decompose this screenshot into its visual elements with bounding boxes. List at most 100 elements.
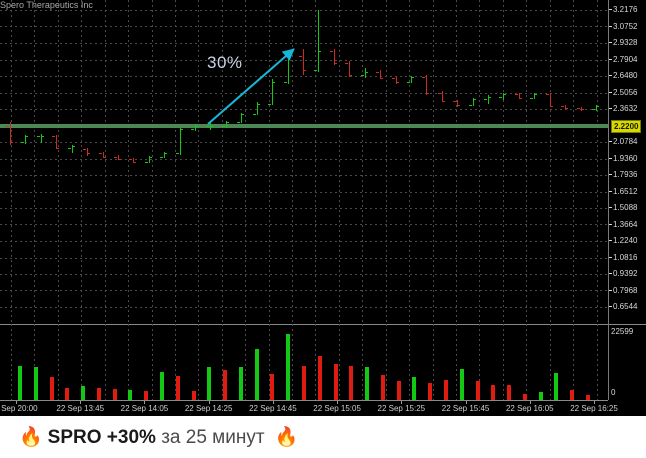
tick-value: 2.0784 — [613, 137, 638, 146]
price-tick-label: 1.9360 — [609, 154, 637, 163]
volume-bar — [81, 385, 86, 400]
time-tick-label: 22 Sep 15:05 — [313, 404, 361, 413]
ohlc-open-tick — [329, 51, 333, 53]
fire-icon-right: 🔥 — [274, 427, 299, 448]
ohlc-open-tick — [499, 96, 503, 98]
ohlc-open-tick — [468, 104, 472, 106]
plot-area[interactable]: 30% Spero Therapeutics Inc — [0, 0, 608, 400]
ohlc-close-tick — [303, 69, 306, 71]
ohlc-stem — [472, 97, 474, 106]
gridline-vertical — [245, 0, 246, 322]
tick-dash — [609, 306, 612, 308]
volume-bar — [175, 376, 180, 400]
caption-symbol: SPRO +30% — [47, 427, 156, 448]
tick-dash — [609, 190, 612, 192]
gridline-horizontal — [0, 307, 608, 308]
ohlc-open-tick — [545, 94, 549, 96]
gridline-vertical — [11, 324, 12, 400]
ohlc-close-tick — [117, 159, 121, 161]
ohlc-bar — [576, 107, 584, 111]
ohlc-close-tick — [472, 98, 476, 100]
trading-chart-window[interactable]: 30% Spero Therapeutics Inc 3.2176 3.0752 2… — [0, 0, 646, 416]
volume-bar — [49, 377, 54, 400]
ohlc-bar — [206, 123, 214, 131]
ohlc-close-tick — [195, 125, 199, 127]
ohlc-bar — [530, 93, 538, 99]
ohlc-close-tick — [210, 125, 214, 127]
ohlc-close-tick — [40, 136, 44, 138]
volume-pane[interactable] — [0, 324, 608, 400]
ohlc-stem — [164, 152, 166, 159]
ohlc-bar — [345, 60, 353, 77]
tick-dash — [609, 174, 612, 176]
price-tick-label: 3.2176 — [609, 5, 637, 14]
volume-zero-label: 0 — [611, 388, 616, 397]
ohlc-bar — [514, 93, 522, 99]
ohlc-open-tick — [561, 105, 565, 107]
gridline-vertical — [597, 324, 598, 400]
instrument-ticker-label: Spero Therapeutics Inc — [0, 0, 93, 10]
gridline-horizontal — [0, 93, 608, 94]
ohlc-stem — [518, 93, 520, 99]
gridline-vertical — [222, 324, 223, 400]
price-tick-label: 1.3664 — [609, 220, 637, 229]
price-pane[interactable]: 30% Spero Therapeutics Inc — [0, 0, 608, 322]
volume-bar — [380, 375, 385, 400]
ohlc-bar — [191, 124, 199, 132]
tick-value: 1.9360 — [613, 153, 638, 163]
time-tick-mark — [272, 401, 274, 404]
gridline-horizontal — [0, 43, 608, 44]
volume-bar — [538, 391, 543, 400]
gridline-vertical — [175, 324, 176, 400]
gridline-horizontal — [0, 192, 608, 193]
ohlc-close-tick — [10, 141, 13, 143]
tick-value: 1.3664 — [613, 219, 638, 229]
tick-dash — [609, 223, 612, 225]
ohlc-close-tick — [56, 147, 60, 149]
volume-bar — [554, 372, 559, 400]
ohlc-close-tick — [565, 108, 569, 110]
volume-bar — [333, 363, 338, 400]
tick-dash — [609, 141, 612, 143]
ohlc-bar — [391, 75, 399, 84]
volume-bar — [223, 370, 228, 400]
volume-bar — [286, 334, 291, 400]
gridline-vertical — [433, 324, 434, 400]
ohlc-open-tick — [206, 125, 210, 127]
ohlc-close-tick — [225, 122, 229, 124]
ohlc-stem — [133, 158, 135, 163]
ohlc-stem — [71, 145, 73, 154]
gridline-vertical — [386, 0, 387, 322]
ohlc-bar — [561, 104, 569, 110]
ohlc-close-tick — [441, 101, 445, 103]
ohlc-open-tick — [98, 153, 102, 155]
volume-bar — [18, 366, 22, 400]
time-tick-label: 22 Sep 14:45 — [249, 404, 297, 413]
ohlc-close-tick — [503, 94, 507, 96]
time-tick-label: 22 Sep 16:05 — [505, 404, 554, 413]
volume-bar — [570, 390, 575, 400]
ohlc-open-tick — [376, 72, 380, 74]
ohlc-open-tick — [221, 125, 225, 127]
gridline-vertical — [152, 0, 153, 322]
ohlc-stem — [380, 69, 382, 80]
ohlc-close-tick — [333, 63, 337, 64]
volume-axis-separator — [609, 324, 646, 325]
time-axis[interactable]: 1 Sep 20:00 22 Sep 13:45 22 Sep 14:05 22 Se… — [0, 400, 618, 416]
ohlc-close-tick — [71, 146, 75, 148]
gridline-vertical — [269, 0, 270, 322]
tick-value: 2.7904 — [613, 54, 638, 64]
gridline-vertical — [222, 0, 223, 322]
tick-dash — [609, 207, 612, 209]
price-axis[interactable]: 3.2176 3.0752 2.9328 2.7904 2.6480 2.5056 2.36… — [608, 0, 646, 400]
support-level-line — [0, 123, 608, 128]
ohlc-close-tick — [395, 81, 399, 83]
price-tick-label: 2.0784 — [609, 137, 637, 146]
ohlc-bar — [83, 147, 91, 156]
ohlc-close-tick — [133, 161, 137, 163]
price-tick-label: 2.3632 — [609, 104, 637, 113]
gridline-vertical — [81, 0, 82, 322]
ohlc-close-tick — [102, 156, 106, 158]
volume-bar — [444, 380, 448, 400]
volume-bar — [317, 355, 322, 400]
